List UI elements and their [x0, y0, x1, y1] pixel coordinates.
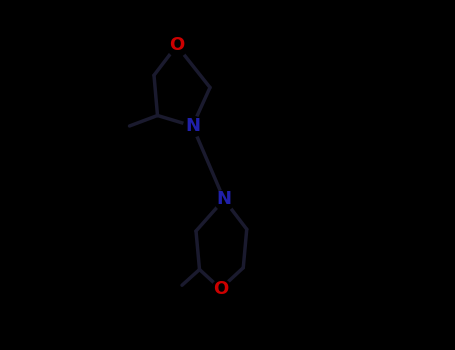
Text: O: O: [169, 36, 184, 55]
Text: N: N: [185, 117, 200, 135]
Text: N: N: [217, 190, 232, 209]
Text: O: O: [213, 280, 228, 298]
